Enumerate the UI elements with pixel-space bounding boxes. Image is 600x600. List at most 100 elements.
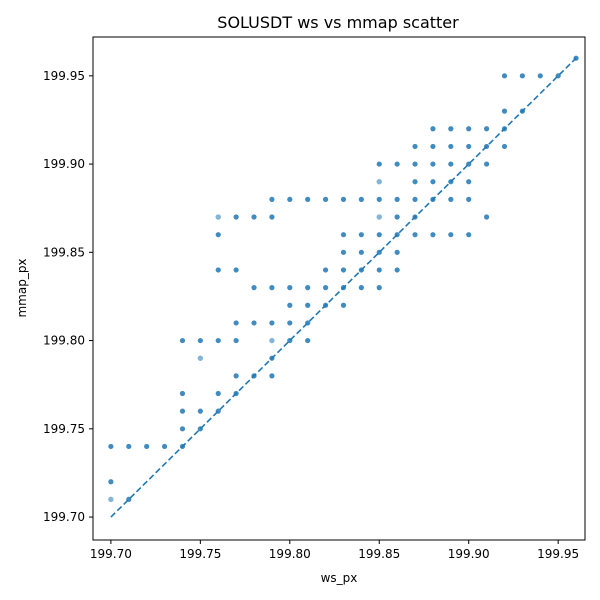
scatter-point xyxy=(376,161,382,167)
scatter-point xyxy=(412,232,418,238)
scatter-point xyxy=(322,196,329,202)
scatter-point xyxy=(161,443,168,450)
x-tick-label: 199.80 xyxy=(269,547,311,561)
scatter-point xyxy=(305,337,311,344)
scatter-point xyxy=(448,161,454,167)
scatter-point xyxy=(573,55,579,61)
scatter-point xyxy=(179,390,186,397)
scatter-point xyxy=(537,73,543,79)
scatter-point xyxy=(322,267,329,273)
x-tick-label: 199.85 xyxy=(358,547,400,561)
scatter-point xyxy=(376,196,382,202)
scatter-point xyxy=(448,143,454,150)
scatter-point xyxy=(251,320,257,326)
scatter-point xyxy=(126,443,132,450)
scatter-point xyxy=(340,302,347,308)
scatter-point xyxy=(394,161,400,167)
chart-title: SOLUSDT ws vs mmap scatter xyxy=(217,13,459,32)
scatter-point xyxy=(108,479,114,485)
scatter-point xyxy=(340,285,347,291)
scatter-point xyxy=(305,302,311,308)
plot-area xyxy=(108,55,579,518)
scatter-point xyxy=(322,302,329,308)
scatter-point-light xyxy=(215,214,221,220)
scatter-point xyxy=(233,320,239,326)
scatter-point xyxy=(251,373,257,379)
scatter-point xyxy=(305,196,311,202)
scatter-point xyxy=(269,355,275,361)
y-tick-label: 199.80 xyxy=(43,334,85,348)
scatter-point xyxy=(412,179,418,185)
scatter-point xyxy=(358,232,364,238)
y-tick-label: 199.85 xyxy=(43,245,85,259)
scatter-point xyxy=(394,249,400,255)
scatter-point xyxy=(412,161,418,167)
scatter-point xyxy=(394,196,400,202)
scatter-point xyxy=(269,196,275,202)
scatter-point xyxy=(340,267,347,273)
x-tick-label: 199.90 xyxy=(448,547,490,561)
scatter-point xyxy=(251,214,257,220)
scatter-point xyxy=(340,232,347,238)
scatter-point xyxy=(448,179,454,185)
scatter-point xyxy=(501,73,508,79)
scatter-point xyxy=(376,267,382,273)
scatter-point xyxy=(412,196,418,202)
scatter-point-light xyxy=(108,496,114,503)
x-tick-label: 199.75 xyxy=(179,547,221,561)
scatter-point xyxy=(305,320,311,326)
scatter-point xyxy=(233,267,239,273)
scatter-point xyxy=(144,443,150,450)
scatter-point xyxy=(466,126,472,132)
scatter-point xyxy=(501,126,508,132)
scatter-point xyxy=(108,443,114,450)
y-tick-label: 199.95 xyxy=(43,69,85,83)
x-axis-label: ws_px xyxy=(321,571,358,585)
scatter-point xyxy=(484,126,490,132)
scatter-point xyxy=(394,214,400,220)
scatter-point xyxy=(269,373,275,379)
scatter-point xyxy=(358,196,364,202)
y-tick-label: 199.75 xyxy=(43,422,85,436)
scatter-point-light xyxy=(197,355,203,361)
scatter-point xyxy=(179,337,186,344)
scatter-point xyxy=(269,320,275,326)
scatter-point xyxy=(233,337,239,344)
scatter-point xyxy=(501,143,508,150)
scatter-point-light xyxy=(269,337,275,344)
scatter-point xyxy=(322,285,329,291)
scatter-point xyxy=(358,249,364,255)
scatter-point xyxy=(287,285,293,291)
scatter-point xyxy=(430,196,436,202)
y-tick-label: 199.70 xyxy=(43,510,85,524)
scatter-point xyxy=(376,232,382,238)
y-tick-label: 199.90 xyxy=(43,157,85,171)
scatter-point xyxy=(215,232,221,238)
x-tick-label: 199.95 xyxy=(537,547,579,561)
scatter-point xyxy=(376,285,382,291)
scatter-point xyxy=(305,285,311,291)
scatter-point xyxy=(340,249,347,255)
scatter-point xyxy=(197,426,203,432)
scatter-point xyxy=(466,179,472,185)
scatter-point xyxy=(233,390,239,397)
scatter-point xyxy=(484,214,490,220)
scatter-point xyxy=(484,143,490,150)
scatter-point xyxy=(448,196,454,202)
scatter-point xyxy=(466,196,472,202)
scatter-point xyxy=(269,214,275,220)
scatter-point xyxy=(412,143,418,150)
scatter-point xyxy=(287,337,293,344)
scatter-point xyxy=(340,196,347,202)
scatter-point xyxy=(430,143,436,150)
scatter-point xyxy=(269,285,275,291)
scatter-point xyxy=(430,232,436,238)
scatter-point xyxy=(394,232,400,238)
scatter-point xyxy=(287,302,293,308)
scatter-point xyxy=(126,496,132,503)
y-axis: 199.70 199.75 199.80 199.85 199.90 199.95 xyxy=(43,69,93,524)
y-axis-label: mmap_px xyxy=(15,258,29,317)
scatter-point-light xyxy=(376,179,382,185)
scatter-point xyxy=(448,232,454,238)
